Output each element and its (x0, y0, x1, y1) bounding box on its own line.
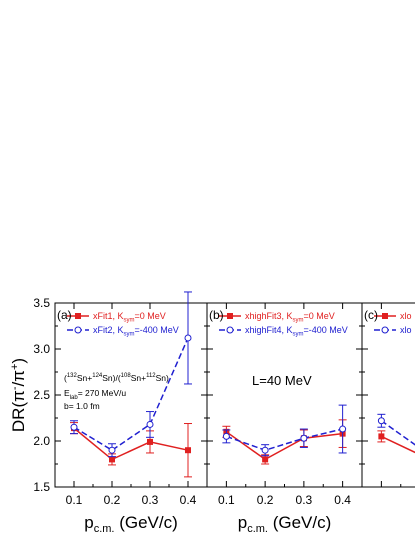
legend-marker (74, 326, 82, 334)
x-tick-label: 0.3 (142, 493, 159, 507)
legend-marker (226, 326, 234, 334)
x-axis-title: pc.m. (GeV/c) (238, 513, 332, 535)
panel-label: (a) (57, 308, 72, 322)
y-tick-label: 3.5 (33, 296, 50, 310)
reaction-annotation: (132Sn+124Sn)/(108Sn+112Sn) (64, 373, 169, 383)
data-point (185, 447, 191, 454)
energy-annotation: Elab= 270 MeV/u (64, 388, 126, 401)
series-line (380, 420, 415, 446)
series-line (225, 431, 343, 461)
panel-a: 0.1 0.2 0.3 0.4 1.5 2.0 2.5 3.0 3.5 xFit1, Ksym=0… (33, 291, 208, 535)
x-tick-label: 0.1 (218, 493, 235, 507)
y-tick-label: 2.0 (33, 434, 50, 448)
data-point (377, 417, 385, 425)
legend-label: xFit2, Ksym=-400 MeV (93, 325, 179, 338)
x-axis-title: pc.m. (GeV/c) (84, 513, 178, 535)
data-point (222, 432, 230, 440)
series-line (73, 337, 189, 452)
y-tick-label: 2.5 (33, 388, 50, 402)
y-tick-label: 3.0 (33, 342, 50, 356)
legend-label: xFit1, Ksym=0 MeV (93, 311, 166, 324)
series-line (73, 427, 189, 461)
data-point (109, 456, 115, 463)
panel-c: xlo xlo (c) pc.m. (GeV/c) (355, 302, 415, 535)
series-line (381, 435, 415, 454)
x-axis-title: pc.m. (GeV/c) (355, 513, 415, 535)
panel-label: (b) (209, 308, 224, 322)
panel-b: 0.1 0.2 0.3 0.4 xhighFit3, Ksym=0 MeVxhighFi… (206, 302, 363, 535)
legend-label: xlo (400, 325, 412, 335)
data-point (300, 434, 308, 442)
panel-label: (c) (364, 308, 378, 322)
x-tick-label: 0.2 (257, 493, 274, 507)
data-point (146, 420, 154, 428)
y-axis-title: DR(π-/π+) (9, 358, 28, 432)
x-tick-label: 0.1 (66, 493, 83, 507)
data-point (261, 446, 269, 454)
legend-label: xlo (400, 311, 412, 321)
x-tick-label: 0.2 (104, 493, 121, 507)
legend-marker (381, 326, 389, 334)
legend-label: xhighFit3, Ksym=0 MeV (245, 311, 335, 324)
data-point (147, 438, 153, 445)
x-tick-label: 0.3 (296, 493, 313, 507)
data-point (108, 446, 116, 454)
data-point (184, 334, 192, 342)
data-point (378, 433, 385, 440)
legend-label: xhighFit4, Ksym=-400 MeV (245, 325, 348, 338)
x-tick-label: 0.4 (334, 493, 351, 507)
legend-marker (227, 313, 233, 319)
impact-annotation: b= 1.0 fm (64, 401, 100, 411)
data-point (262, 456, 269, 463)
data-point (70, 423, 78, 431)
y-tick-label: 1.5 (33, 480, 50, 494)
data-point (339, 425, 347, 433)
legend-marker (75, 313, 81, 319)
legend-marker (382, 313, 388, 319)
x-tick-label: 0.4 (180, 493, 197, 507)
l-value-annotation: L=40 MeV (252, 373, 312, 388)
series-line (226, 428, 343, 451)
